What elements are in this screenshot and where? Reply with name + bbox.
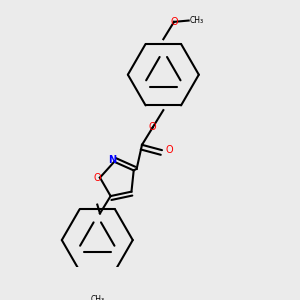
Text: O: O <box>165 145 173 155</box>
Text: O: O <box>149 122 157 133</box>
Text: O: O <box>170 17 178 27</box>
Text: N: N <box>108 155 116 165</box>
Text: CH₃: CH₃ <box>90 295 104 300</box>
Text: O: O <box>94 172 101 183</box>
Text: CH₃: CH₃ <box>190 16 204 25</box>
